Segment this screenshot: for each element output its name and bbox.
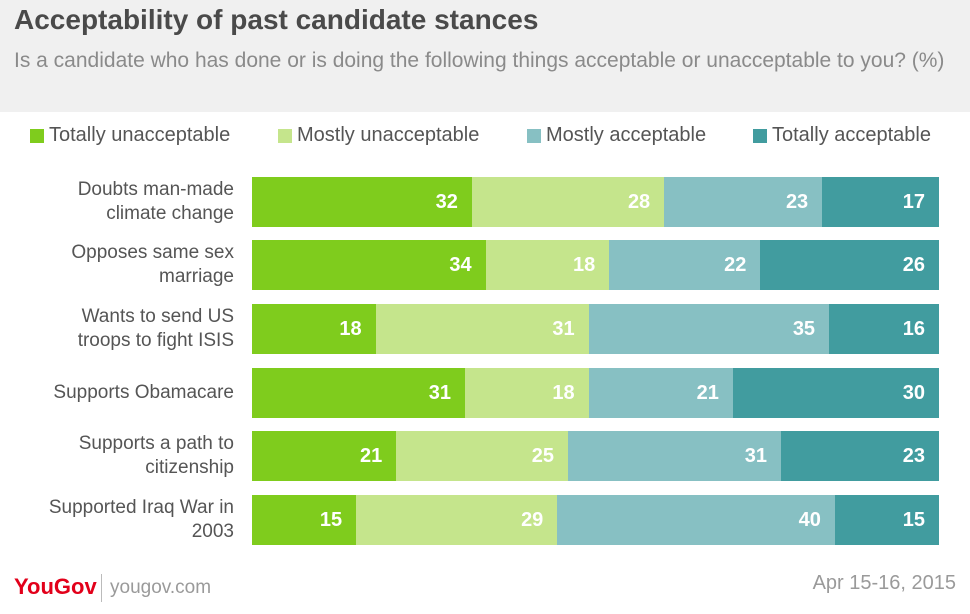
category-label: Opposes same sex marriage [0, 240, 234, 290]
footer-divider [101, 574, 102, 602]
category-label: Supports a path to citizenship [0, 431, 234, 481]
bar-row: 32 28 23 17 [252, 177, 939, 227]
footer-date: Apr 15-16, 2015 [812, 572, 956, 594]
category-label-line: 2003 [191, 521, 234, 542]
bar-totally-unacceptable: 15 [252, 495, 357, 545]
legend-item-totally-acceptable: Totally acceptable [753, 124, 931, 147]
legend-swatch-mostly-acceptable [527, 128, 541, 143]
category-label-line: troops to fight ISIS [77, 330, 234, 351]
category-label-line: marriage [159, 266, 234, 287]
chart-header: Acceptability of past candidate stances … [0, 0, 970, 112]
bar-mostly-acceptable: 31 [568, 431, 781, 481]
chart-title: Acceptability of past candidate stances [14, 4, 539, 35]
category-label: Doubts man-made climate change [0, 177, 234, 227]
chart-subtitle: Is a candidate who has done or is doing … [14, 49, 945, 72]
bar-row: 18 31 35 16 [252, 304, 939, 354]
bar-totally-acceptable: 17 [822, 177, 939, 227]
bar-totally-unacceptable: 31 [252, 368, 465, 418]
legend-item-mostly-unacceptable: Mostly unacceptable [278, 124, 479, 147]
legend-label-totally-acceptable: Totally acceptable [772, 124, 931, 146]
category-label: Supported Iraq War in 2003 [0, 495, 234, 545]
bar-totally-unacceptable: 21 [252, 431, 397, 481]
legend-label-mostly-acceptable: Mostly acceptable [546, 124, 707, 146]
category-label-line: Wants to send US [81, 306, 234, 327]
category-label: Wants to send US troops to fight ISIS [0, 304, 234, 354]
category-label: Supports Obamacare [0, 368, 234, 418]
bar-mostly-unacceptable: 29 [356, 495, 558, 545]
category-label-line: Supported Iraq War in [48, 497, 234, 518]
bar-mostly-unacceptable: 28 [471, 177, 665, 227]
bar-row: 34 18 22 26 [252, 240, 939, 290]
category-label-line: Supports Obamacare [53, 382, 234, 403]
bar-totally-acceptable: 15 [834, 495, 939, 545]
legend-swatch-totally-unacceptable [30, 128, 44, 143]
bar-totally-acceptable: 23 [780, 431, 939, 481]
legend-item-mostly-acceptable: Mostly acceptable [527, 124, 706, 147]
bar-totally-unacceptable: 34 [252, 240, 486, 290]
bar-mostly-acceptable: 35 [588, 304, 830, 354]
bar-totally-acceptable: 16 [829, 304, 939, 354]
legend-item-totally-unacceptable: Totally unacceptable [30, 124, 230, 147]
bar-mostly-acceptable: 23 [664, 177, 823, 227]
category-label-line: citizenship [145, 457, 234, 478]
legend-swatch-totally-acceptable [753, 128, 767, 143]
category-label-line: Opposes same sex [71, 242, 234, 263]
category-label-line: climate change [106, 203, 234, 224]
bar-totally-acceptable: 26 [760, 240, 939, 290]
bar-mostly-acceptable: 40 [557, 495, 835, 545]
chart-legend: Totally unacceptable Mostly unacceptable… [0, 124, 970, 150]
yougov-logo: YouGov [14, 574, 97, 599]
bar-row: 15 29 40 15 [252, 495, 939, 545]
bar-mostly-unacceptable: 25 [396, 431, 569, 481]
bar-row: 31 18 21 30 [252, 368, 939, 418]
legend-swatch-mostly-unacceptable [278, 128, 292, 143]
bar-row: 21 25 31 23 [252, 431, 939, 481]
bar-totally-unacceptable: 32 [252, 177, 472, 227]
bar-totally-unacceptable: 18 [252, 304, 376, 354]
legend-label-totally-unacceptable: Totally unacceptable [49, 124, 231, 146]
bar-mostly-unacceptable: 18 [464, 368, 589, 418]
bar-mostly-acceptable: 22 [609, 240, 761, 290]
category-label-line: Doubts man-made [77, 179, 234, 200]
footer-site: yougov.com [110, 577, 212, 598]
category-label-line: Supports a path to [78, 433, 234, 454]
bar-mostly-acceptable: 21 [588, 368, 733, 418]
bar-totally-acceptable: 30 [732, 368, 939, 418]
legend-label-mostly-unacceptable: Mostly unacceptable [297, 124, 480, 146]
bar-mostly-unacceptable: 18 [485, 240, 610, 290]
bar-mostly-unacceptable: 31 [375, 304, 589, 354]
